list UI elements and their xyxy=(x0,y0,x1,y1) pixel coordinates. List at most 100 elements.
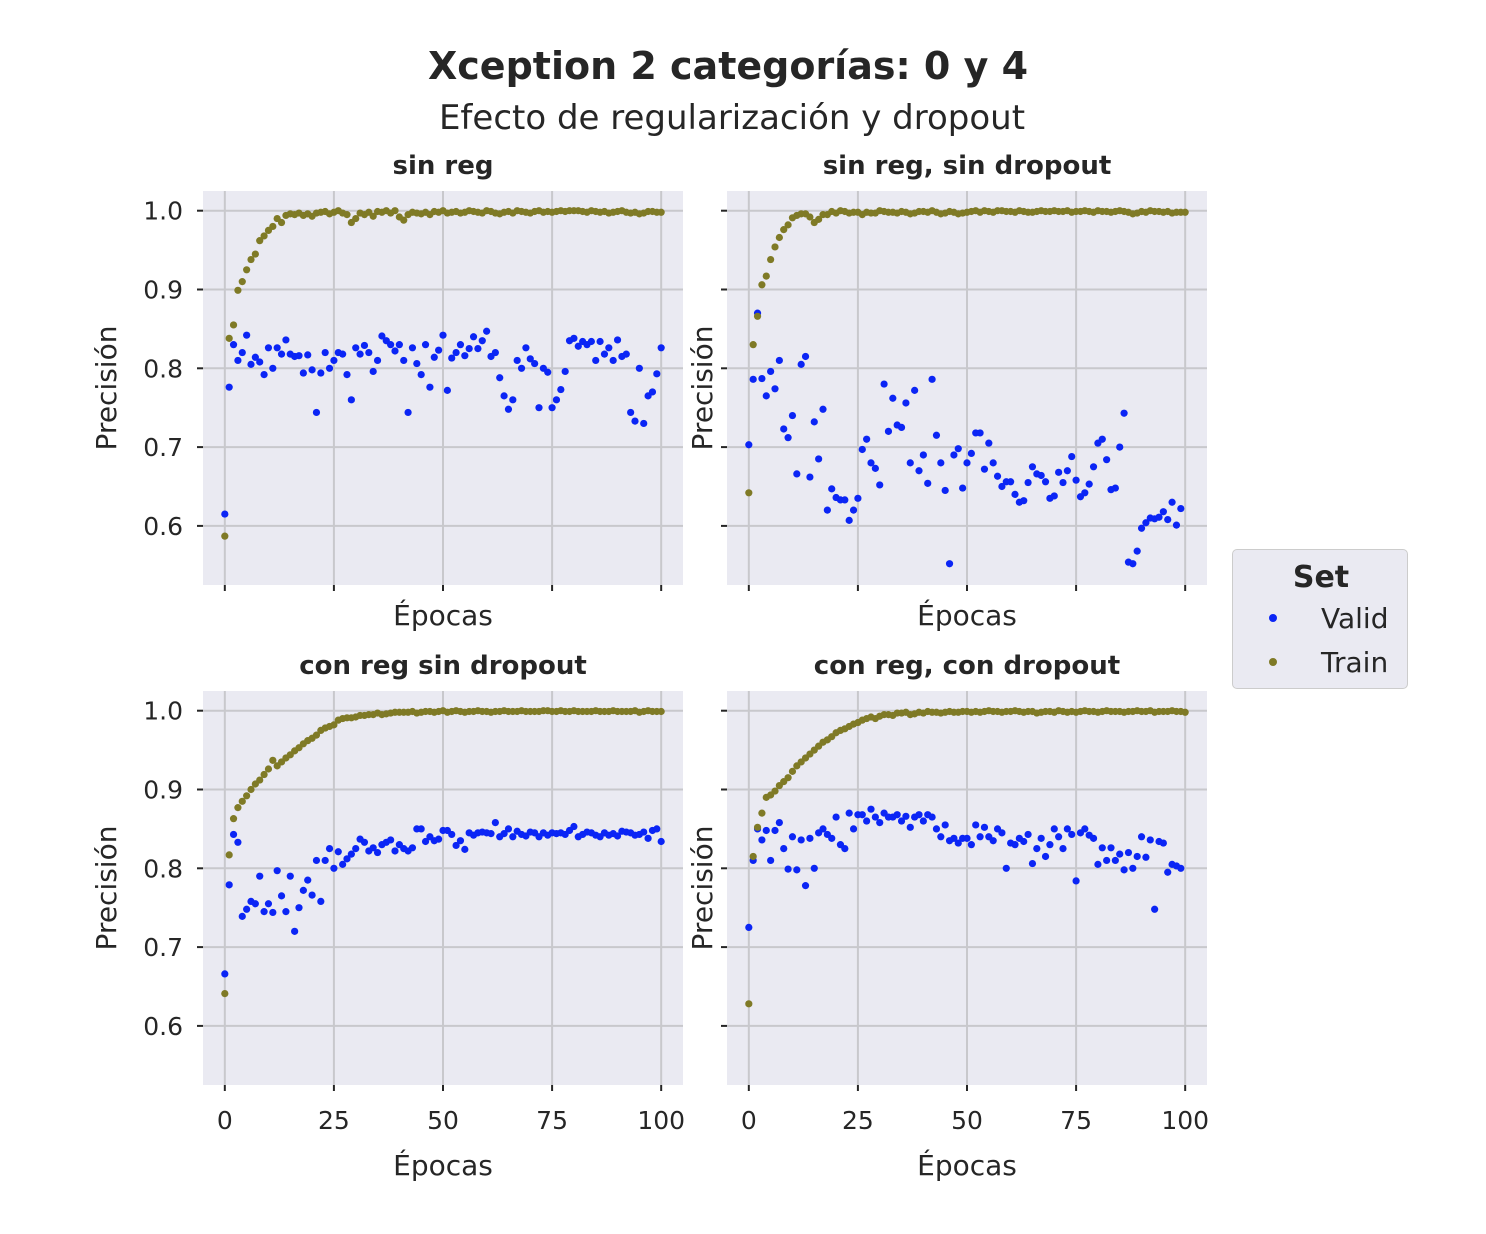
panel-2-point-valid xyxy=(911,386,919,394)
panel-4-point-valid xyxy=(963,834,971,842)
panel-2-point-valid xyxy=(806,473,814,481)
panel-3-point-valid xyxy=(391,847,399,855)
panel-3-point-valid xyxy=(299,886,307,894)
panel-1-point-train xyxy=(343,211,351,219)
panel-2-point-valid xyxy=(1142,519,1150,527)
panel-4-point-valid xyxy=(1177,864,1185,872)
panel-2-point-train xyxy=(758,281,766,289)
panel-1-point-valid xyxy=(574,342,582,350)
panel-1-point-valid xyxy=(400,356,408,365)
panel-2-point-valid xyxy=(1085,480,1093,488)
panel-2-point-valid xyxy=(945,560,954,568)
panel-2-point-train xyxy=(767,255,775,264)
panel-1-point-train xyxy=(657,208,665,216)
panel-2-point-valid xyxy=(1137,524,1146,532)
panel-2-point-valid xyxy=(928,375,936,383)
panel-3-y-tick-label: 0.9 xyxy=(143,776,183,805)
panel-2-point-valid xyxy=(1050,492,1058,500)
panel-2-point-valid xyxy=(749,375,757,383)
panel-2-point-valid xyxy=(1103,456,1111,464)
panel-3-point-train xyxy=(269,756,277,764)
panel-4-point-valid xyxy=(1063,825,1071,833)
panel-2-point-valid xyxy=(897,423,906,431)
panel-4-point-valid xyxy=(1124,848,1133,857)
panel-3-point-valid xyxy=(491,818,499,827)
panel-2-point-valid xyxy=(1116,443,1124,451)
panel-2-point-valid xyxy=(828,485,836,493)
panel-1-point-valid xyxy=(483,327,491,335)
panel-3-point-valid xyxy=(334,848,342,856)
panel-4-point-valid xyxy=(1011,841,1019,849)
panel-4-point-valid xyxy=(858,811,866,819)
panel-1-point-valid xyxy=(387,341,395,349)
panel-3-point-valid xyxy=(251,900,259,908)
panel-4-point-valid xyxy=(788,833,797,841)
panel-3-point-train xyxy=(234,804,242,812)
panel-3-point-train xyxy=(264,765,273,773)
panel-1-point-valid xyxy=(557,385,565,394)
panel-2-point-valid xyxy=(1028,463,1037,471)
panel-1-x-label: Épocas xyxy=(393,598,493,632)
panel-2-point-valid xyxy=(989,459,997,467)
panel-1-point-valid xyxy=(225,383,233,391)
panel-1-point-valid xyxy=(570,334,578,342)
panel-1-point-valid xyxy=(517,364,526,372)
panel-1-point-valid xyxy=(317,369,325,377)
panel-2-point-valid xyxy=(1168,498,1176,506)
panel-3-point-valid xyxy=(373,848,382,857)
panel-3-point-valid xyxy=(644,834,652,842)
panel-2-point-valid xyxy=(758,374,766,383)
panel-3-point-valid xyxy=(509,833,517,841)
panel-4-point-valid xyxy=(980,823,989,831)
panel-3-y-tick-label: 0.6 xyxy=(143,1012,183,1041)
panel-3-y-tick-label: 0.8 xyxy=(143,854,183,883)
panel-3-point-valid xyxy=(330,864,338,872)
panel-3-point-valid xyxy=(229,830,238,839)
panel-4-x-tick-label: 75 xyxy=(1060,1106,1092,1135)
panel-2-point-valid xyxy=(1133,547,1141,555)
panel-1-point-valid xyxy=(513,356,521,365)
legend-title: Set xyxy=(1292,560,1350,595)
panel-1-point-valid xyxy=(509,396,517,404)
panel-4-point-valid xyxy=(745,923,753,932)
panel-3-point-valid xyxy=(435,835,443,843)
panel-4-point-valid xyxy=(1050,825,1058,833)
panel-4-point-valid xyxy=(1098,844,1106,852)
panel-2-point-valid xyxy=(841,496,849,504)
panel-3-point-valid xyxy=(243,905,251,913)
panel-2-point-valid xyxy=(1007,478,1015,486)
panel-2-point-valid xyxy=(793,470,801,478)
panel-2-point-valid xyxy=(919,451,927,459)
panel-3-point-train xyxy=(247,785,255,794)
panel-4-point-valid xyxy=(972,821,980,829)
panel-2-point-valid xyxy=(980,465,989,473)
panel-1-point-valid xyxy=(522,344,530,352)
panel-2-point-valid xyxy=(876,481,884,489)
panel-1-point-valid xyxy=(238,348,246,357)
panel-1-point-valid xyxy=(321,348,329,357)
panel-1-point-valid xyxy=(469,333,478,341)
panel-2-point-valid xyxy=(1063,467,1071,475)
panel-4-point-valid xyxy=(1142,853,1150,861)
panel-1-point-valid xyxy=(500,392,508,400)
panel-2-point-valid xyxy=(1120,409,1128,417)
panel-4-point-valid xyxy=(784,865,792,873)
panel-1-point-valid xyxy=(256,358,264,366)
panel-3-point-train xyxy=(243,792,251,800)
panel-3-point-train xyxy=(330,721,338,729)
panel-3-point-valid xyxy=(260,908,268,916)
panel-3-point-valid xyxy=(264,900,273,908)
panel-3-point-train xyxy=(260,770,268,779)
panel-1-point-train xyxy=(260,232,268,240)
panel-3-point-train xyxy=(229,815,238,823)
panel-2-point-valid xyxy=(1111,484,1119,492)
panel-4-point-valid xyxy=(797,836,805,844)
panel-1-point-valid xyxy=(243,331,251,339)
panel-3-y-tick-label: 1.0 xyxy=(143,697,183,726)
panel-4-point-valid xyxy=(1133,852,1141,861)
panel-4-point-valid xyxy=(806,834,814,842)
panel-4-point-valid xyxy=(950,834,958,842)
panel-4-point-valid xyxy=(1137,833,1146,841)
panel-4-point-valid xyxy=(1164,868,1172,876)
